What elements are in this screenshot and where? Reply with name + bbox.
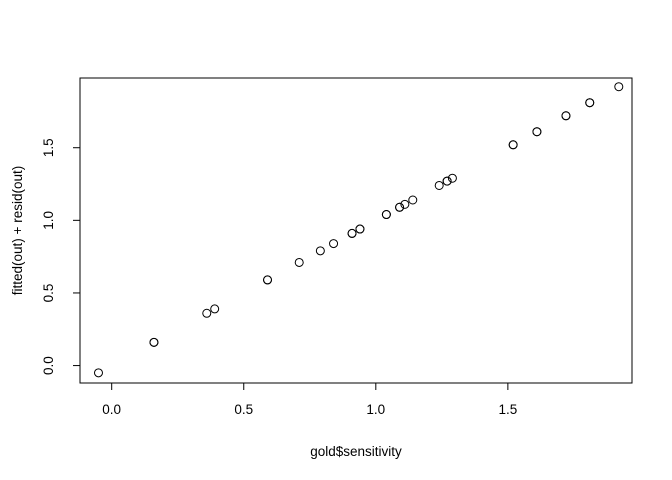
data-point <box>381 210 391 220</box>
x-tick-label: 1.5 <box>498 402 517 417</box>
data-point <box>447 173 457 183</box>
y-axis-label: fitted(out) + resid(out) <box>10 166 25 295</box>
data-point <box>561 111 571 121</box>
data-point <box>585 98 595 108</box>
x-axis: 0.0 0.5 1.0 1.5 <box>102 382 517 417</box>
data-point <box>408 195 418 205</box>
data-point <box>434 180 444 190</box>
data-point <box>210 304 220 314</box>
data-point <box>614 82 624 92</box>
x-tick-label: 0.5 <box>234 402 253 417</box>
data-point <box>355 224 365 234</box>
x-axis-label: gold$sensitivity <box>310 444 402 459</box>
data-point <box>347 228 357 238</box>
x-tick-label: 0.0 <box>102 402 121 417</box>
y-axis: 0.0 0.5 1.0 1.5 <box>41 138 81 375</box>
data-points <box>93 82 624 378</box>
data-point <box>263 275 273 285</box>
data-point <box>294 257 304 267</box>
data-point <box>508 140 518 150</box>
data-point <box>442 176 452 186</box>
data-point <box>202 308 212 318</box>
y-tick-label: 1.5 <box>41 138 56 157</box>
data-point <box>315 246 325 256</box>
data-point <box>149 337 159 347</box>
data-point <box>532 127 542 137</box>
data-point <box>93 368 103 378</box>
data-point <box>400 199 410 209</box>
data-point <box>329 239 339 249</box>
data-point <box>395 202 405 212</box>
y-tick-label: 0.5 <box>41 284 56 303</box>
y-tick-label: 0.0 <box>41 356 56 375</box>
x-tick-label: 1.0 <box>366 402 385 417</box>
y-tick-label: 1.0 <box>41 211 56 230</box>
